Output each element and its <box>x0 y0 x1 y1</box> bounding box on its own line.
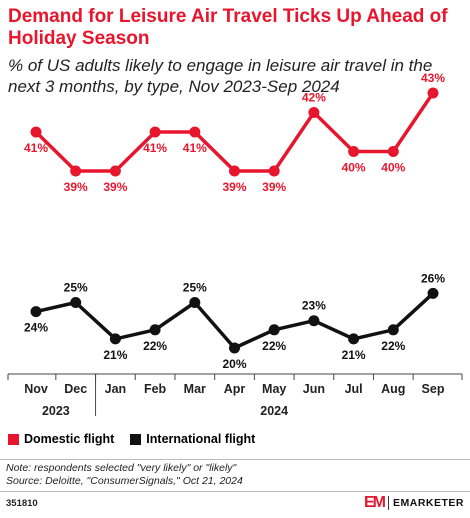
data-point-international <box>427 287 439 299</box>
data-point-international <box>308 315 320 327</box>
x-tick-label-jul: Jul <box>345 382 363 396</box>
data-label-domestic: 41% <box>143 141 167 155</box>
x-tick-label-feb: Feb <box>144 382 167 396</box>
data-label-international: 24% <box>24 321 48 335</box>
brand-logo: EM EMARKETER <box>364 494 464 512</box>
data-point-international <box>268 324 280 336</box>
chart-note: Note: respondents selected "very likely"… <box>6 462 237 474</box>
data-label-international: 22% <box>262 339 286 353</box>
data-point-domestic <box>189 126 201 138</box>
data-label-international: 21% <box>103 348 127 362</box>
x-tick-label-dec: Dec <box>64 382 87 396</box>
data-label-international: 23% <box>302 299 326 313</box>
data-label-domestic: 40% <box>342 161 366 175</box>
series-line-international <box>35 292 435 350</box>
data-point-domestic <box>30 126 42 138</box>
data-point-domestic <box>348 146 360 157</box>
data-point-international <box>30 306 42 318</box>
data-point-international <box>70 297 82 308</box>
x-tick-label-jan: Jan <box>105 382 127 396</box>
data-point-domestic <box>308 107 320 118</box>
chart-legend: Domestic flight International flight <box>8 432 271 446</box>
line-chart: Nov Dec Jan Feb Mar Apr May Jun Jul Aug Sep 2023 202… <box>7 71 463 418</box>
data-point-domestic <box>70 165 82 177</box>
data-label-domestic: 43% <box>421 71 445 85</box>
legend-item-domestic: Domestic flight <box>8 432 114 446</box>
data-point-domestic <box>149 126 161 138</box>
year-label-2024: 2024 <box>260 404 288 418</box>
data-point-domestic <box>427 87 439 99</box>
legend-item-international: International flight <box>130 432 255 446</box>
em-logo-icon: EM <box>363 494 386 511</box>
data-point-domestic <box>387 146 399 157</box>
data-label-domestic: 41% <box>24 141 48 155</box>
data-label-international: 26% <box>421 271 445 285</box>
data-label-international: 22% <box>143 339 167 353</box>
data-label-international: 25% <box>183 281 207 295</box>
x-tick-label-aug: Aug <box>381 382 405 396</box>
year-label-2023: 2023 <box>42 404 70 418</box>
data-point-international <box>189 297 201 308</box>
data-label-international: 22% <box>381 339 405 353</box>
data-label-domestic: 40% <box>381 161 405 175</box>
data-point-international <box>348 333 360 345</box>
data-point-domestic <box>229 165 240 177</box>
x-tick-label-mar: Mar <box>184 382 206 396</box>
series-line-domestic <box>34 92 435 173</box>
brand-separator <box>387 496 389 510</box>
chart-subtitle: % of US adults likely to engage in leisu… <box>8 56 433 96</box>
footer-divider <box>0 491 470 492</box>
data-label-domestic: 39% <box>64 180 88 194</box>
x-tick-label-sep: Sep <box>422 382 445 396</box>
data-point-international <box>109 333 121 345</box>
x-tick-label-nov: Nov <box>24 382 48 396</box>
data-label-domestic: 39% <box>222 180 246 194</box>
chart-title: Demand for Leisure Air Travel Ticks Up A… <box>8 6 448 49</box>
data-label-domestic: 39% <box>103 180 127 194</box>
data-label-domestic: 41% <box>183 141 207 155</box>
data-point-international <box>149 324 161 336</box>
x-tick-label-may: May <box>262 382 286 396</box>
chart-id: 351810 <box>6 498 38 509</box>
data-point-international <box>387 324 399 336</box>
data-point-domestic <box>109 165 121 177</box>
data-label-domestic: 42% <box>302 91 326 105</box>
data-label-domestic: 39% <box>262 180 286 194</box>
data-label-international: 21% <box>342 348 366 362</box>
legend-swatch-international <box>130 433 142 445</box>
chart-source: Source: Deloitte, "ConsumerSignals," Oct… <box>6 475 243 487</box>
brand-name: EMARKETER <box>392 497 464 509</box>
data-point-domestic <box>268 165 280 177</box>
notes-divider <box>0 459 470 460</box>
data-label-international: 20% <box>222 357 246 371</box>
legend-swatch-domestic <box>8 433 19 445</box>
data-point-international <box>229 342 240 354</box>
legend-label-domestic: Domestic flight <box>24 432 115 446</box>
x-tick-label-jun: Jun <box>303 382 325 396</box>
data-label-international: 25% <box>64 281 88 295</box>
x-tick-label-apr: Apr <box>224 382 246 396</box>
legend-label-international: International flight <box>146 432 256 446</box>
